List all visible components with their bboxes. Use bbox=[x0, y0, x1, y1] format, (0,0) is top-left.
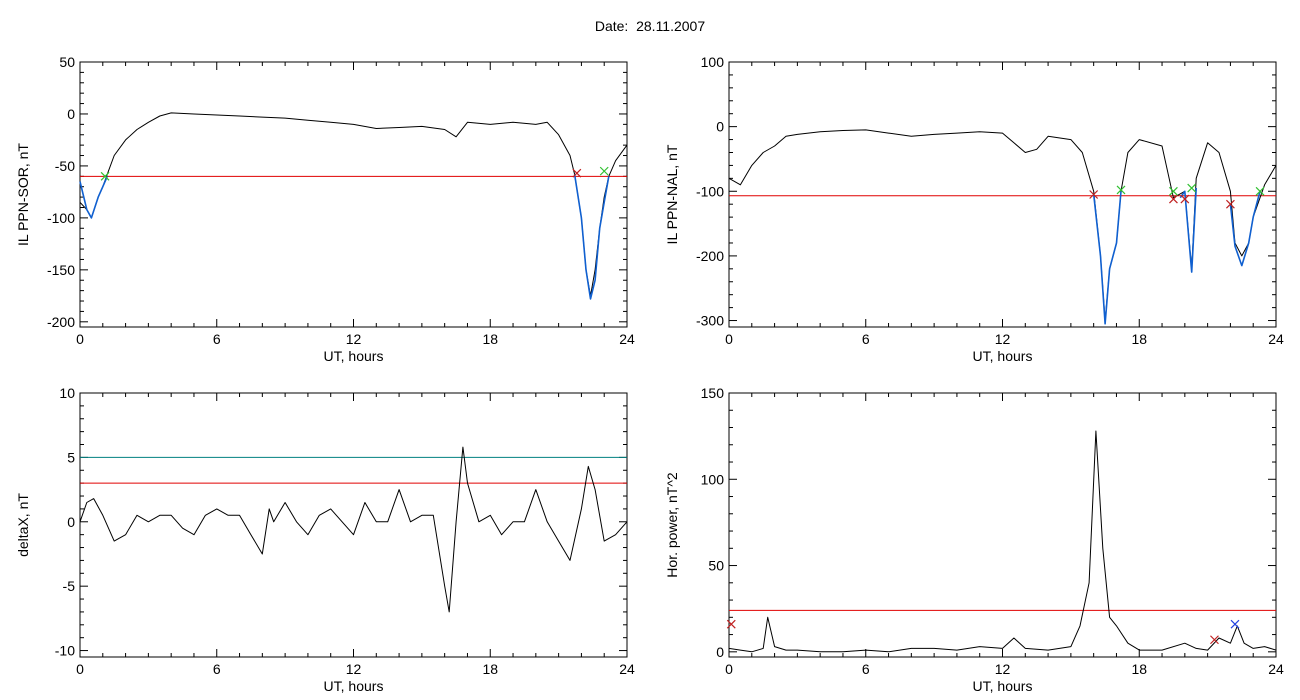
plot-frame bbox=[79, 392, 628, 658]
y-tick-label: -150 bbox=[47, 262, 75, 278]
data-series-line bbox=[728, 129, 1277, 321]
cross-marker bbox=[599, 166, 609, 176]
cross-marker-stroke bbox=[1116, 185, 1126, 195]
x-tick-label: 12 bbox=[346, 661, 362, 677]
x-tick-label: 6 bbox=[213, 661, 221, 677]
cross-marker-stroke bbox=[1255, 186, 1265, 196]
plot-frame bbox=[728, 61, 1277, 328]
highlight-segment bbox=[79, 175, 109, 219]
cross-marker bbox=[1255, 186, 1265, 196]
x-tick-label: 24 bbox=[1268, 661, 1284, 677]
chart-panel-2: 0 6 12 18 24 -300 -200 -100 0 100 UT, hours IL PPN-… bbox=[664, 54, 1284, 364]
y-tick-label: -5 bbox=[63, 578, 76, 594]
y-tick-label: -100 bbox=[696, 183, 724, 199]
cross-marker-stroke bbox=[572, 168, 582, 178]
y-tick-label: 50 bbox=[708, 558, 724, 574]
x-tick-label: 12 bbox=[995, 331, 1011, 347]
x-tick-label: 12 bbox=[346, 331, 362, 347]
cross-marker-stroke bbox=[1230, 619, 1240, 629]
y-tick-label: 0 bbox=[67, 514, 75, 530]
y-axis-label: Hor. power, nT^2 bbox=[664, 472, 680, 578]
cross-marker bbox=[1180, 194, 1190, 204]
x-axis-label: UT, hours bbox=[973, 348, 1033, 364]
chart-panel-1: 0 6 12 18 24 -200 -150 -100 -50 0 50 UT, hours IL PP… bbox=[15, 54, 635, 364]
y-tick-label: 100 bbox=[701, 471, 725, 487]
figure-title: Date: 28.11.2007 bbox=[594, 18, 706, 34]
y-tick-label: 5 bbox=[67, 449, 75, 465]
y-axis-label: IL PPN-NAL, nT bbox=[664, 144, 680, 244]
cross-marker-stroke bbox=[726, 619, 736, 629]
y-tick-label: -100 bbox=[47, 210, 75, 226]
data-series-line bbox=[79, 112, 628, 297]
plot-frame bbox=[79, 61, 628, 328]
x-tick-label: 0 bbox=[725, 331, 733, 347]
x-tick-label: 6 bbox=[213, 331, 221, 347]
cross-marker-stroke bbox=[1169, 186, 1178, 196]
highlight-segment bbox=[1229, 191, 1261, 267]
y-tick-label: 0 bbox=[716, 119, 724, 135]
cross-marker bbox=[1169, 186, 1178, 196]
y-tick-label: 150 bbox=[701, 385, 725, 401]
y-tick-label: 10 bbox=[59, 385, 75, 401]
y-tick-label: 100 bbox=[701, 54, 725, 70]
cross-marker bbox=[1187, 183, 1197, 193]
cross-marker-stroke bbox=[1187, 183, 1197, 193]
cross-marker bbox=[1116, 185, 1126, 195]
x-tick-label: 12 bbox=[995, 661, 1011, 677]
cross-marker bbox=[1089, 190, 1099, 199]
cross-marker bbox=[1210, 635, 1219, 645]
cross-marker-stroke bbox=[599, 166, 609, 176]
x-tick-label: 18 bbox=[482, 331, 498, 347]
y-tick-label: 50 bbox=[59, 54, 75, 70]
y-axis-label: IL PPN-SOR, nT bbox=[15, 143, 31, 246]
x-tick-label: 6 bbox=[862, 661, 870, 677]
y-tick-label: 0 bbox=[716, 644, 724, 660]
x-tick-label: 18 bbox=[1131, 661, 1147, 677]
cross-marker bbox=[1169, 194, 1178, 204]
x-tick-label: 18 bbox=[482, 661, 498, 677]
cross-marker-stroke bbox=[100, 171, 110, 181]
x-axis-label: UT, hours bbox=[973, 678, 1033, 694]
x-tick-label: 18 bbox=[1131, 331, 1147, 347]
x-tick-label: 6 bbox=[862, 331, 870, 347]
y-tick-label: -50 bbox=[55, 158, 75, 174]
y-tick-label: -200 bbox=[47, 314, 75, 330]
cross-marker-stroke bbox=[1210, 635, 1219, 645]
cross-marker-stroke bbox=[1089, 190, 1099, 199]
cross-marker bbox=[100, 171, 110, 181]
cross-marker bbox=[1225, 199, 1235, 209]
y-tick-label: -200 bbox=[696, 248, 724, 264]
cross-marker-stroke bbox=[1225, 199, 1235, 209]
y-axis-label: deltaX, nT bbox=[15, 493, 31, 557]
plot-frame bbox=[728, 392, 1277, 658]
cross-marker-stroke bbox=[1180, 194, 1190, 204]
x-axis-label: UT, hours bbox=[324, 348, 384, 364]
cross-marker bbox=[572, 168, 582, 178]
highlight-segment bbox=[573, 174, 610, 300]
data-series-line bbox=[728, 430, 1277, 653]
y-tick-label: -300 bbox=[696, 313, 724, 329]
x-tick-label: 24 bbox=[1268, 331, 1284, 347]
x-tick-label: 24 bbox=[619, 661, 635, 677]
x-tick-label: 0 bbox=[76, 661, 84, 677]
highlight-segment bbox=[1092, 191, 1122, 325]
chart-panel-4: 0 6 12 18 24 0 50 100 150 UT, hours Hor. power, nT… bbox=[664, 385, 1284, 694]
data-series-line bbox=[79, 446, 628, 613]
y-tick-label: 0 bbox=[67, 106, 75, 122]
cross-marker bbox=[726, 619, 736, 629]
chart-panel-3: 0 6 12 18 24 -10 -5 0 5 10 UT, hours deltaX, nT bbox=[15, 385, 635, 694]
x-axis-label: UT, hours bbox=[324, 678, 384, 694]
cross-marker-stroke bbox=[1169, 194, 1178, 204]
x-tick-label: 0 bbox=[725, 661, 733, 677]
x-tick-label: 0 bbox=[76, 331, 84, 347]
y-tick-label: -10 bbox=[55, 643, 75, 659]
x-tick-label: 24 bbox=[619, 331, 635, 347]
cross-marker bbox=[1230, 619, 1240, 629]
highlight-segment bbox=[1179, 187, 1197, 273]
